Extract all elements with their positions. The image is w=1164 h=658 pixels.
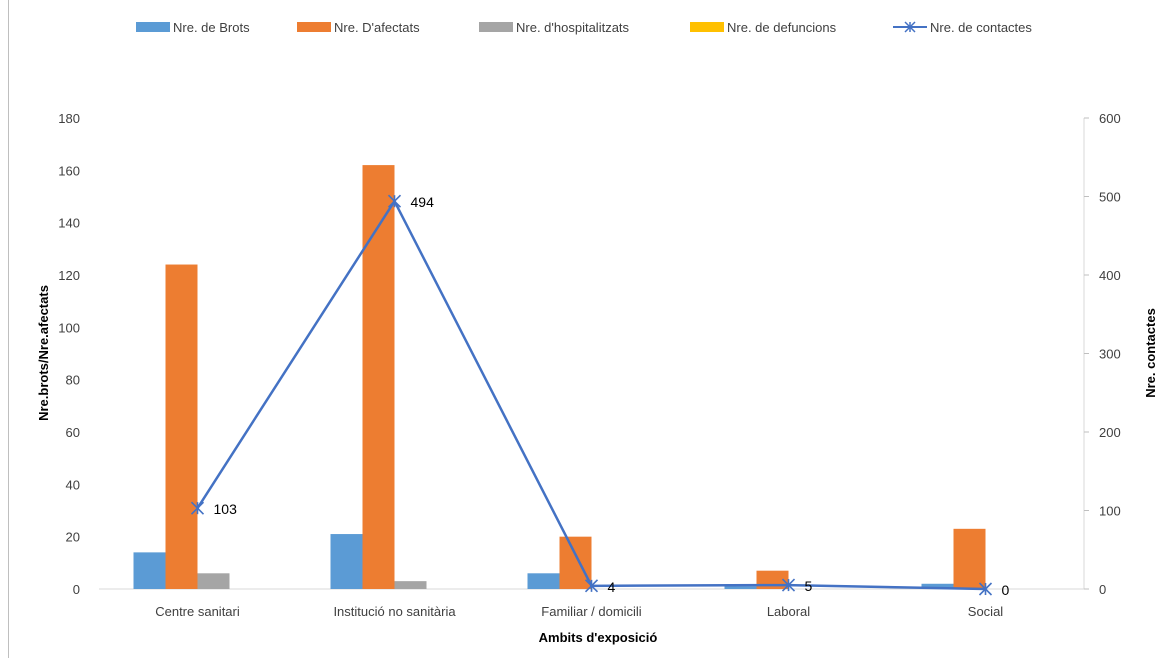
y2-axis-title: Nre. contactes: [1143, 308, 1158, 398]
y2-tick-label: 300: [1099, 347, 1121, 362]
legend-label: Nre. de contactes: [930, 20, 1032, 35]
bar-series-group: [133, 165, 986, 589]
page-border-line: [8, 0, 9, 658]
legend-swatch: [479, 22, 513, 32]
y2-tick-label: 100: [1099, 504, 1121, 519]
axis-ticks-group: 0204060801001201401601800100200300400500…: [58, 111, 1120, 619]
bar-nre-d-hospitalitzats: [197, 573, 230, 589]
x-axis-title: Ambits d'exposició: [539, 630, 658, 645]
bar-nre-d-hospitalitzats: [394, 581, 427, 589]
y-tick-label: 0: [73, 582, 80, 597]
x-category-label: Institució no sanitària: [333, 604, 456, 619]
legend-item: Nre. de Brots: [136, 20, 250, 35]
bar-nre-de-brots: [133, 552, 166, 589]
line-series-group: 103 494 4 5 0: [190, 194, 1010, 598]
y2-tick-label: 400: [1099, 268, 1121, 283]
bar-nre-d-afectats: [165, 264, 198, 589]
bar-nre-de-brots: [921, 583, 954, 589]
y-tick-label: 40: [66, 477, 80, 492]
bar-nre-d-afectats: [362, 165, 395, 589]
y2-tick-label: 600: [1099, 111, 1121, 126]
line-marker: [978, 582, 993, 596]
y2-tick-label: 500: [1099, 190, 1121, 205]
bar-nre-de-brots: [527, 573, 560, 589]
data-label: 494: [411, 194, 435, 210]
bar-nre-d-afectats: [953, 528, 986, 589]
legend-swatch: [136, 22, 170, 32]
bar-nre-de-brots: [330, 534, 363, 589]
line-marker: [387, 194, 402, 208]
x-category-label: Centre sanitari: [155, 604, 240, 619]
line-marker: [781, 578, 796, 592]
y2-tick-label: 200: [1099, 425, 1121, 440]
x-category-label: Social: [968, 604, 1004, 619]
legend-swatch: [297, 22, 331, 32]
y-tick-label: 20: [66, 530, 80, 545]
x-category-label: Laboral: [767, 604, 810, 619]
legend-item: Nre. de contactes: [893, 20, 1032, 35]
legend-label: Nre. d'hospitalitzats: [516, 20, 630, 35]
y2-tick-label: 0: [1099, 582, 1106, 597]
legend-item: Nre. d'hospitalitzats: [479, 20, 630, 35]
y-tick-label: 120: [58, 268, 80, 283]
legend-label: Nre. D'afectats: [334, 20, 420, 35]
legend-label: Nre. de defuncions: [727, 20, 837, 35]
y-tick-label: 60: [66, 425, 80, 440]
legend-swatch: [690, 22, 724, 32]
y-tick-label: 160: [58, 163, 80, 178]
plot-area: [99, 118, 1085, 590]
legend-item: Nre. D'afectats: [297, 20, 420, 35]
line-marker: [584, 579, 599, 593]
data-label: 0: [1002, 582, 1010, 598]
data-label: 103: [214, 501, 238, 517]
y-tick-label: 140: [58, 216, 80, 231]
legend-label: Nre. de Brots: [173, 20, 250, 35]
x-category-label: Familiar / domicili: [541, 604, 642, 619]
data-label: 5: [805, 578, 813, 594]
y-tick-label: 180: [58, 111, 80, 126]
data-label: 4: [608, 579, 616, 595]
legend-item: Nre. de defuncions: [690, 20, 837, 35]
line-marker: [190, 501, 205, 515]
y-tick-label: 100: [58, 320, 80, 335]
y-axis-title: Nre.brots/Nre.afectats: [36, 285, 51, 421]
line-contactes: [196, 198, 986, 591]
bar-nre-de-brots: [724, 586, 757, 589]
y-tick-label: 80: [66, 373, 80, 388]
legend: Nre. de Brots Nre. D'afectats Nre. d'hospi…: [136, 20, 1032, 35]
